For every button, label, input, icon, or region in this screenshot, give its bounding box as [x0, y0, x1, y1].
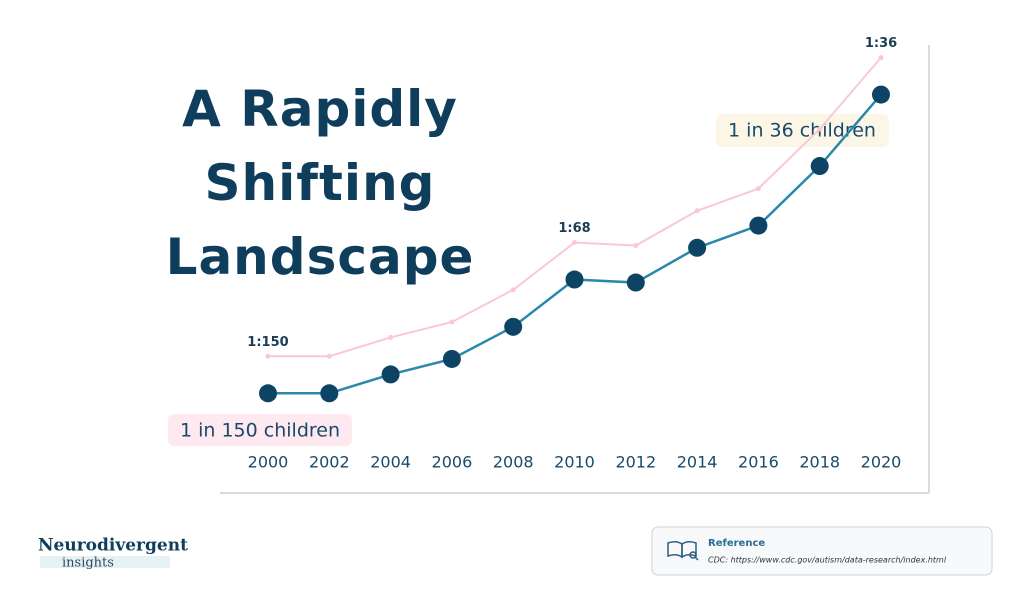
shadow-point	[817, 126, 823, 132]
shadow-point	[510, 287, 516, 293]
point	[259, 384, 277, 403]
point	[565, 270, 584, 289]
shadow-point	[326, 353, 332, 359]
x-tick-label: 2000	[248, 453, 289, 472]
point	[749, 216, 768, 235]
shadow-point	[449, 319, 455, 325]
shadow-point	[755, 186, 761, 192]
callout: 1 in 36 children	[728, 120, 876, 142]
x-tick-label: 2006	[432, 453, 473, 472]
logo-tagline: insights	[62, 556, 114, 571]
x-tick-label: 2016	[738, 453, 779, 472]
point	[688, 238, 707, 257]
value-label: 1:68	[558, 221, 590, 236]
point	[381, 365, 400, 384]
reference-text: CDC: https://www.cdc.gov/autism/data-res…	[708, 556, 947, 565]
shadow-point	[633, 243, 639, 249]
shadow-point	[265, 353, 271, 359]
point	[504, 317, 523, 336]
book-icon	[667, 540, 699, 561]
chart-title: A Rapidly Shifting Landscape	[165, 80, 475, 286]
logo-name: Neurodivergent	[38, 536, 188, 556]
value-label: 1:150	[247, 335, 288, 350]
x-tick-label: 2010	[554, 453, 595, 472]
callout-box	[168, 414, 352, 446]
shadow-point	[878, 55, 884, 61]
x-tick-label: 2002	[309, 453, 350, 472]
shadow-point	[388, 334, 394, 340]
x-tick-label: 2014	[677, 453, 718, 472]
point	[810, 157, 829, 176]
logo-band	[40, 556, 170, 568]
point	[320, 384, 339, 403]
point	[872, 85, 890, 104]
x-tick-label: 2018	[799, 453, 840, 472]
point	[626, 273, 645, 292]
reference-heading: Reference	[708, 538, 765, 549]
shadow-point	[694, 208, 700, 214]
callout-box	[716, 114, 889, 147]
x-tick-label: 2012	[615, 453, 656, 472]
point	[442, 349, 461, 368]
shadow-point	[572, 240, 577, 246]
x-tick-label: 2008	[493, 453, 534, 472]
x-tick-label: 2020	[861, 453, 902, 472]
reference-box	[651, 526, 993, 576]
value-label: 1:36	[865, 36, 897, 51]
x-tick-label: 2004	[370, 453, 411, 472]
callout: 1 in 150 children	[180, 420, 340, 442]
